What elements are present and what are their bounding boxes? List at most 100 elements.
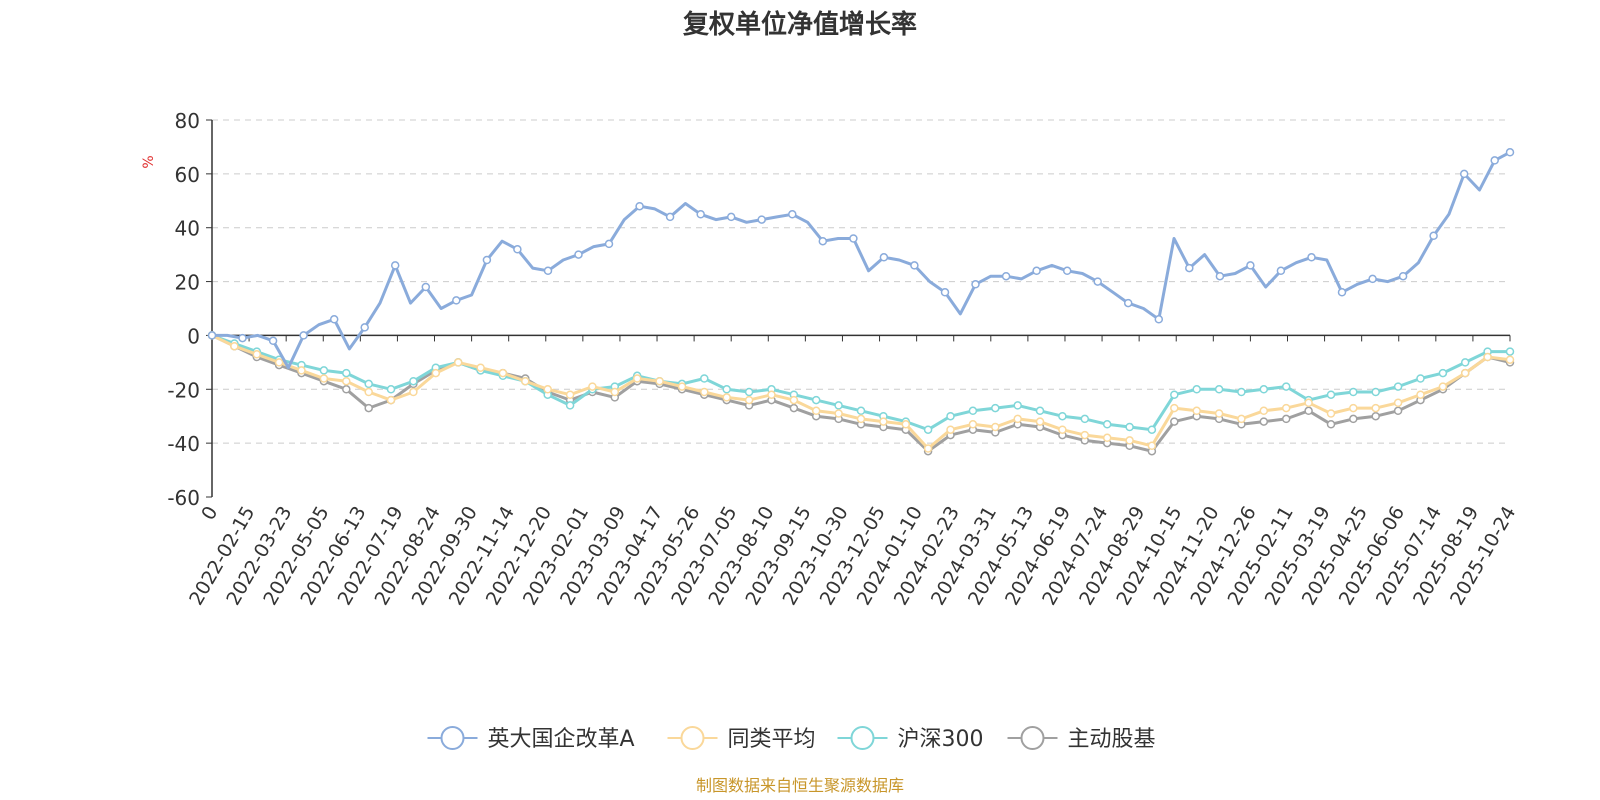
x-tick-label: 0 [197, 503, 222, 524]
data-point [409, 376, 418, 386]
data-point [1259, 417, 1269, 426]
data-point [1505, 347, 1515, 356]
data-point [521, 376, 530, 386]
data-point [1505, 148, 1515, 157]
data-point [1123, 298, 1133, 308]
data-point [1337, 288, 1347, 297]
legend-label: 英大国企改革A [488, 727, 635, 752]
data-point [513, 245, 522, 254]
data-point [364, 387, 373, 397]
data-point [1416, 390, 1425, 399]
data-point [1214, 409, 1224, 418]
data-point [1460, 358, 1470, 367]
data-point [431, 368, 441, 378]
data-point [1170, 403, 1179, 413]
data-point [1102, 433, 1112, 443]
data-point [1326, 420, 1336, 429]
series-主动股基 [207, 331, 1515, 456]
data-point [811, 395, 821, 405]
data-point [1438, 382, 1448, 391]
data-point [1013, 401, 1022, 410]
data-point [1125, 436, 1134, 445]
data-point [565, 390, 575, 399]
data-point [274, 358, 284, 367]
data-point [856, 406, 866, 416]
data-point [923, 425, 933, 434]
data-point [588, 382, 597, 391]
data-point [498, 368, 508, 378]
data-point [1398, 271, 1408, 281]
source-note: 制图数据来自恒生聚源数据库 [696, 776, 904, 795]
data-point [991, 422, 1000, 432]
data-point [1035, 406, 1045, 416]
data-point [1215, 271, 1225, 281]
data-point [700, 374, 709, 383]
data-point [1170, 417, 1179, 426]
data-point [677, 382, 687, 391]
data-point [1281, 382, 1291, 391]
data-point [319, 374, 329, 383]
data-point [1001, 271, 1011, 281]
data-point [299, 331, 308, 340]
data-point [910, 261, 919, 270]
data-point [655, 376, 664, 386]
y-tick-label: 80 [175, 109, 200, 133]
y-tick-label: 20 [175, 271, 200, 295]
series-line [212, 150, 1511, 370]
data-point [722, 393, 731, 402]
legend-marker [1020, 726, 1045, 750]
legend-item[interactable]: 沪深300 [837, 726, 984, 752]
data-point [1125, 422, 1134, 432]
data-point [946, 411, 955, 421]
data-point [1035, 417, 1045, 426]
data-point [901, 420, 911, 429]
data-point [342, 385, 351, 394]
data-point [1326, 409, 1336, 418]
data-point [1304, 398, 1313, 408]
data-point [1505, 355, 1515, 364]
data-point [1429, 231, 1438, 241]
legend-item[interactable]: 英大国企改革A [427, 726, 635, 752]
y-tick-label: -20 [167, 378, 200, 402]
legend-marker [850, 726, 875, 750]
data-point [834, 401, 843, 410]
data-point [364, 403, 373, 413]
chart-title: 复权单位净值增长率 [683, 9, 917, 40]
data-point [879, 253, 889, 262]
y-tick-label: 60 [175, 163, 200, 187]
data-point [1185, 263, 1194, 273]
data-point [1259, 406, 1269, 416]
series-同类平均 [207, 331, 1515, 453]
legend-marker [680, 726, 705, 750]
data-point [744, 395, 754, 405]
data-point [1307, 253, 1316, 262]
data-point [1062, 266, 1072, 276]
grid-lines [212, 119, 1510, 444]
data-point [1237, 387, 1246, 397]
data-point [342, 368, 351, 378]
data-point [1349, 387, 1358, 397]
data-point [543, 266, 553, 276]
data-point [1371, 403, 1380, 413]
data-point [1393, 398, 1403, 408]
legend-label: 沪深300 [898, 727, 984, 752]
data-point [386, 395, 396, 405]
data-point [991, 403, 1000, 413]
legend-item[interactable]: 主动股基 [1007, 726, 1156, 752]
data-point [849, 234, 858, 243]
legend-item[interactable]: 同类平均 [667, 726, 816, 752]
series-layer [207, 148, 1515, 456]
data-point [1393, 382, 1403, 391]
data-point [968, 406, 978, 416]
data-point [1393, 406, 1403, 416]
y-tick-label: -40 [167, 432, 200, 456]
data-point [700, 387, 709, 397]
data-point [1147, 441, 1157, 451]
y-tick-label: 0 [187, 324, 200, 348]
data-point [757, 215, 766, 224]
data-point [207, 331, 217, 340]
data-point [1326, 390, 1336, 399]
x-axis: 02022-02-152022-03-232022-05-052022-06-1… [185, 334, 1520, 609]
data-point [453, 358, 463, 367]
data-point [319, 366, 329, 375]
